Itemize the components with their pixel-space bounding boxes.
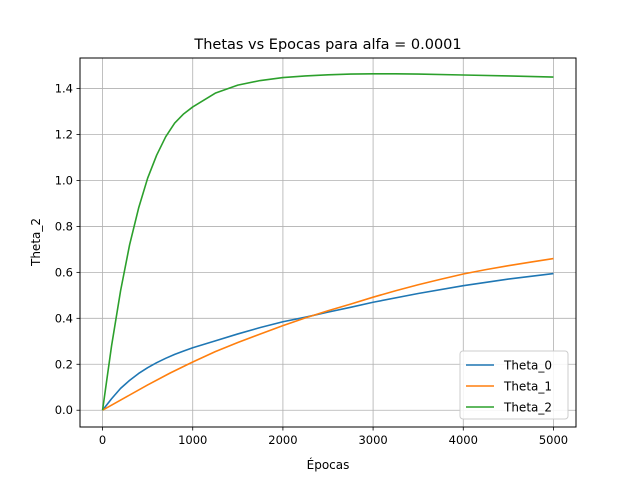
axis-ticks: 0 1000 2000 3000 4000 5000 0.0 0.2 0.4 0.6 0.8 1.0 1…	[55, 82, 568, 447]
x-tick-label: 3000	[358, 433, 387, 447]
y-tick-label: 0.6	[55, 265, 73, 279]
y-tick-label: 1.4	[55, 82, 73, 96]
series-line-theta-2	[101, 73, 554, 411]
y-tick-label: 1.0	[55, 173, 73, 187]
x-axis-label: Épocas	[307, 457, 350, 472]
x-tick-label: 0	[99, 433, 106, 447]
series-line-theta-1	[102, 257, 554, 411]
y-tick-label: 1.2	[55, 128, 73, 142]
legend-label: Theta_1	[503, 380, 552, 394]
legend-box	[459, 350, 569, 420]
y-axis-label: Theta_2	[29, 218, 43, 267]
x-tick-label: 5000	[539, 433, 568, 447]
series-line-theta-0	[101, 272, 554, 411]
series-lines	[101, 73, 554, 411]
y-tick-label: 0.4	[55, 311, 73, 325]
grid	[80, 58, 576, 427]
x-tick-label: 4000	[449, 433, 478, 447]
chart-title: Thetas vs Epocas para alfa = 0.0001	[193, 37, 461, 53]
legend: Theta_0 Theta_1 Theta_2	[459, 350, 569, 420]
y-tick-label: 0.0	[55, 403, 73, 417]
legend-label: Theta_2	[503, 401, 552, 415]
plot-frame	[79, 57, 577, 428]
y-tick-label: 0.2	[55, 357, 73, 371]
legend-label: Theta_0	[503, 359, 552, 373]
x-tick-label: 1000	[178, 433, 207, 447]
x-tick-label: 2000	[268, 433, 297, 447]
y-tick-label: 0.8	[55, 219, 73, 233]
